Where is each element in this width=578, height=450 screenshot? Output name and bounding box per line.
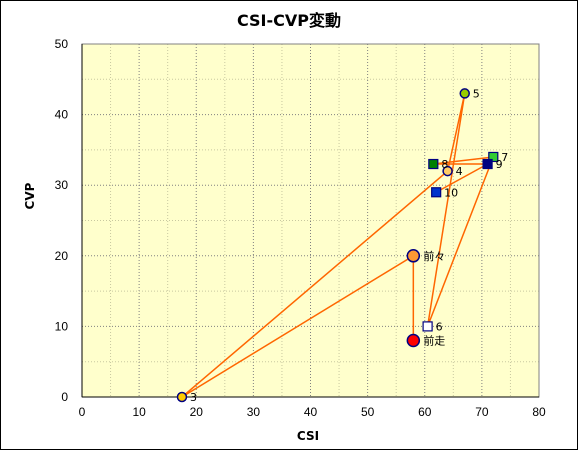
y-tick-label: 0 bbox=[61, 390, 68, 404]
x-tick-label: 10 bbox=[132, 405, 146, 419]
data-label: 5 bbox=[473, 87, 480, 100]
data-label: 6 bbox=[436, 320, 443, 333]
x-tick-label: 50 bbox=[361, 405, 375, 419]
x-tick-label: 70 bbox=[475, 405, 489, 419]
data-markers bbox=[176, 88, 499, 403]
y-tick-label: 20 bbox=[55, 249, 69, 263]
y-tick-label: 10 bbox=[55, 319, 69, 333]
y-axis-title: CVP bbox=[23, 182, 37, 209]
y-tick-labels: 0 10 20 30 40 50 bbox=[55, 37, 69, 404]
marker-point bbox=[431, 187, 442, 198]
marker-point bbox=[482, 158, 493, 170]
marker-point bbox=[442, 165, 453, 177]
series-path bbox=[181, 93, 495, 398]
data-label: 前々 bbox=[423, 249, 445, 263]
x-axis-title: CSI bbox=[297, 429, 319, 443]
y-tick-label: 40 bbox=[55, 108, 69, 122]
chart-title: CSI-CVP変動 bbox=[237, 11, 341, 30]
data-label: 10 bbox=[444, 186, 458, 199]
x-tick-label: 40 bbox=[304, 405, 318, 419]
marker-point bbox=[488, 151, 499, 163]
data-labels: 前走 前々 3 4 5 6 7 8 9 10 bbox=[190, 87, 508, 404]
marker-point bbox=[459, 88, 470, 99]
x-tick-label: 30 bbox=[247, 405, 261, 419]
data-label: 3 bbox=[190, 391, 197, 404]
marker-point bbox=[176, 391, 188, 403]
marker-point bbox=[428, 158, 439, 170]
data-label: 9 bbox=[496, 158, 503, 171]
data-label: 7 bbox=[501, 151, 508, 164]
x-tick-label: 20 bbox=[190, 405, 204, 419]
axes bbox=[81, 43, 540, 398]
marker-point bbox=[422, 321, 433, 332]
series-line bbox=[181, 93, 495, 398]
data-label: 前走 bbox=[423, 334, 445, 348]
data-label: 4 bbox=[456, 165, 463, 178]
y-tick-label: 50 bbox=[55, 37, 69, 51]
marker-point bbox=[406, 333, 421, 348]
y-tick-label: 30 bbox=[55, 178, 69, 192]
marker-point bbox=[406, 249, 421, 263]
x-tick-label: 0 bbox=[79, 405, 86, 419]
x-tick-label: 60 bbox=[418, 405, 432, 419]
x-tick-label: 80 bbox=[532, 405, 546, 419]
x-tick-labels: 0 10 20 30 40 50 60 70 80 bbox=[79, 405, 546, 419]
data-label: 8 bbox=[441, 158, 448, 171]
